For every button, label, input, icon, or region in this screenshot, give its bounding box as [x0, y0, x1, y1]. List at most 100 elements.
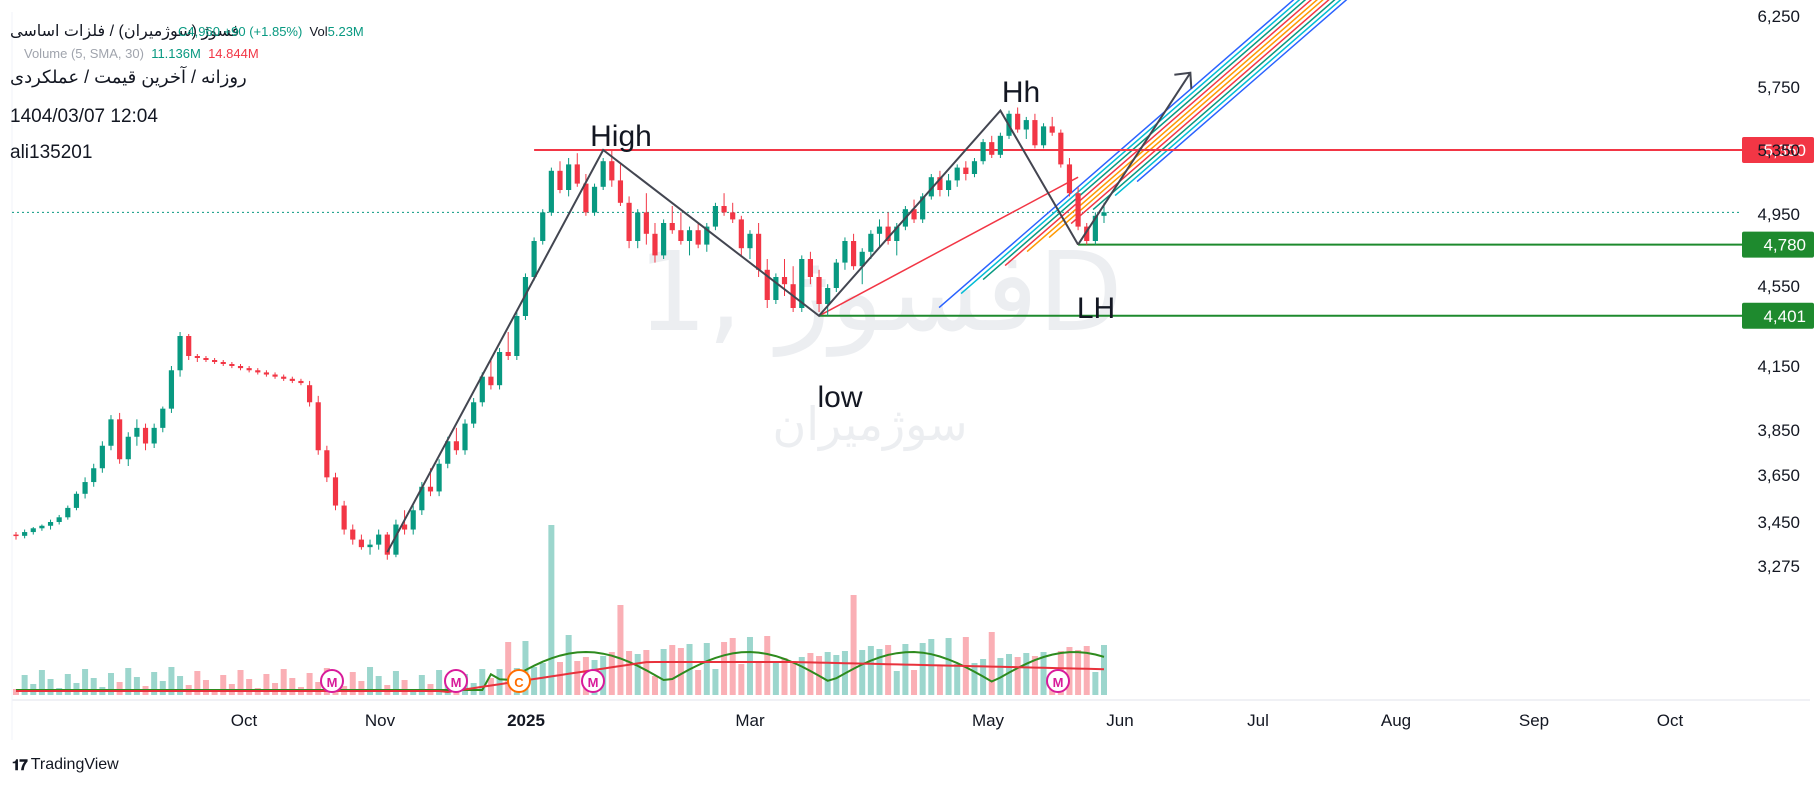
volume-bar: [626, 651, 633, 695]
volume-bar: [375, 676, 382, 695]
volume-bar: [418, 675, 425, 695]
price-label: 4,780: [1763, 236, 1806, 255]
volume-bar: [315, 682, 322, 695]
candle-body: [1075, 193, 1081, 227]
volume-bar: [954, 664, 961, 695]
pitchfork-line: [1004, 0, 1313, 267]
volume-bar: [367, 667, 374, 695]
candle-body: [160, 408, 166, 428]
annotation-lh: LH: [1077, 292, 1115, 325]
candle-body: [868, 233, 874, 252]
candle-body: [91, 468, 97, 483]
volume-bar: [1040, 652, 1047, 695]
volume-bar: [824, 652, 831, 695]
volume-bar: [263, 674, 270, 695]
candle-body: [427, 486, 434, 492]
pitchfork-line: [1070, 0, 1330, 225]
candle-body: [1049, 126, 1055, 133]
volume-bar: [565, 635, 572, 695]
candle-body: [540, 212, 546, 241]
annotation-low: low: [817, 381, 862, 414]
zigzag-pattern[interactable]: [386, 71, 1193, 553]
x-tick-label: Jun: [1106, 711, 1133, 730]
event-marker-label: M: [451, 675, 462, 690]
x-tick-label: Oct: [231, 711, 258, 730]
candle-body: [894, 226, 900, 241]
candle-body: [876, 226, 883, 234]
pitchfork-line: [1026, 0, 1318, 253]
candle-body: [730, 212, 736, 220]
volume-bar: [202, 680, 209, 695]
volume-bar: [496, 669, 503, 695]
candle-body: [142, 427, 149, 444]
candle-body: [212, 360, 218, 362]
annotation-high: High: [590, 120, 652, 153]
candle-body: [574, 164, 580, 184]
candle-body: [315, 402, 321, 451]
watermark-ticker: فسوژ ,1D: [637, 228, 1122, 357]
volume-bar: [936, 665, 943, 695]
symbol-title[interactable]: فسوژ (سوژمیران) / فلزات اساسی: [10, 23, 240, 40]
volume-bar: [133, 677, 140, 695]
chart-subtitle: روزانه / آخرین قیمت / عملکردی: [10, 67, 247, 87]
candle-body: [954, 167, 960, 181]
candle-body: [1032, 120, 1038, 146]
projection-arrow: [1077, 72, 1192, 246]
chart-datetime: 1404/03/07 12:04: [10, 106, 158, 127]
candle-body: [453, 441, 459, 451]
candle-body: [168, 370, 175, 409]
candle-body: [738, 219, 744, 249]
x-tick-label: Mar: [735, 711, 765, 730]
axes: 6,250 5,750 5,350 4,950 4,550 4,150 3,850 3,650…: [231, 7, 1800, 730]
candle-body: [669, 223, 675, 231]
volume-bar: [850, 595, 857, 695]
y-tick-label: 4,550: [1757, 277, 1800, 296]
candle-body: [1101, 212, 1107, 216]
candle-body: [246, 368, 252, 371]
candle-body: [600, 161, 606, 187]
volume-bar: [289, 678, 296, 695]
volume-bar: [159, 681, 166, 695]
candle-body: [566, 164, 572, 190]
volume-bar: [1092, 672, 1099, 695]
event-marker-m: [320, 669, 344, 693]
volume-bar: [548, 525, 555, 695]
volume-bar: [306, 673, 313, 695]
volume-bar: [107, 673, 114, 695]
x-tick-label: 2025: [507, 711, 545, 730]
event-marker-label: M: [327, 675, 338, 690]
event-marker-c: [507, 669, 531, 693]
event-marker-label: C: [514, 675, 524, 690]
watermark: فسوژ ,1D سوژمیران: [637, 228, 1122, 452]
tradingview-brand[interactable]: 𝟏𝟕 TradingView: [12, 756, 119, 774]
vol-label: Vol: [309, 24, 328, 39]
horizontal-levels[interactable]: 5,350 4,780 4,401: [534, 137, 1814, 329]
candle-body: [885, 226, 891, 241]
candle-body: [1040, 126, 1047, 146]
author-name: ali135201: [10, 142, 93, 163]
candle-body: [514, 316, 520, 356]
candle-body: [13, 534, 19, 537]
candle-body: [617, 180, 624, 203]
volume-bar: [220, 675, 227, 695]
volume-bar: [712, 669, 719, 695]
volume-bar: [634, 654, 641, 695]
y-tick-label: 3,850: [1757, 421, 1800, 440]
pitchfork-median-low: [818, 176, 1079, 317]
volume-bar: [505, 642, 512, 695]
volume-bar: [1006, 654, 1013, 695]
volume-bar: [643, 650, 650, 695]
volume-bar: [790, 661, 797, 695]
volume-bar: [729, 638, 736, 695]
volume-bar: [971, 663, 978, 695]
candle-body: [462, 423, 468, 451]
volume-bar: [237, 670, 244, 695]
volume-bar: [90, 678, 97, 695]
ohlc-text: C4,960 +90 (+1.85%): [178, 24, 303, 39]
price-label: 5,350: [1763, 141, 1806, 160]
y-tick-label: 3,450: [1757, 513, 1800, 532]
volume-bar: [82, 669, 89, 695]
pitchfork-line: [1048, 0, 1324, 239]
